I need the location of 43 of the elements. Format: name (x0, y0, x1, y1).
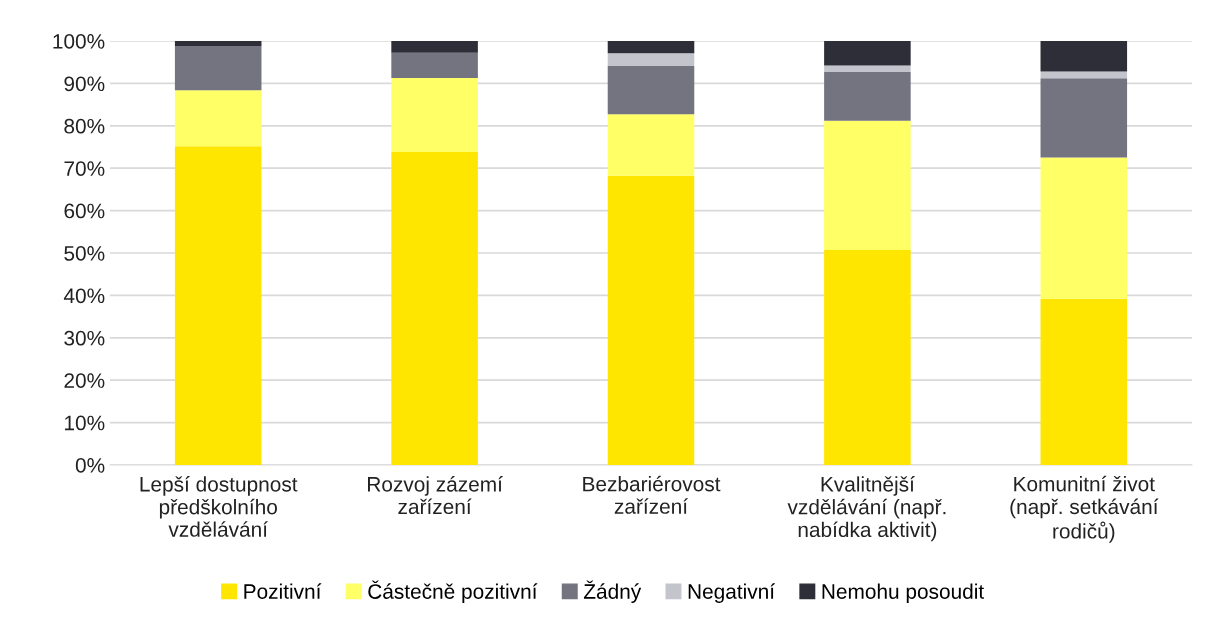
bar (824, 250, 911, 465)
bar (824, 71, 911, 121)
x-tick-label: Rozvoj zázemí zařízení (368, 476, 503, 515)
y-tick-label: 20% (64, 373, 105, 388)
bar (174, 90, 262, 147)
legend-label: Nemohu posoudit (822, 583, 985, 603)
bar (391, 77, 478, 153)
bar (824, 65, 911, 72)
bar (1040, 41, 1128, 72)
bar (607, 175, 695, 465)
x-tick-label: Kvalitnější vzdělávání (např. nabídka aktivit) (787, 476, 946, 542)
legend-label: Negativní (688, 583, 775, 603)
y-tick-label: 50% (64, 246, 105, 261)
y-tick-label: 40% (63, 288, 105, 304)
bar (174, 46, 262, 91)
bar (607, 114, 695, 176)
y-tick-label: 0% (75, 458, 105, 473)
bar (391, 152, 478, 465)
x-tick-label: Bezbariérovost zařízení (583, 475, 721, 514)
y-tick-label: 80% (64, 118, 105, 134)
y-tick-label: 70% (64, 161, 105, 176)
bar (607, 66, 695, 115)
legend-label: Žádný (583, 580, 642, 603)
bar (1040, 157, 1128, 299)
y-tick-label: 90% (64, 76, 105, 92)
legend-label: Částečně pozitivní (368, 580, 538, 603)
y-tick-label: 100% (53, 34, 105, 49)
bar (607, 41, 695, 54)
bar (391, 41, 478, 53)
bar (1040, 78, 1128, 158)
bar (607, 53, 695, 67)
bar (824, 41, 911, 66)
bar (1040, 298, 1128, 465)
y-tick-label: 30% (64, 330, 105, 346)
bar (824, 120, 911, 251)
x-tick-label: Komunitní život (např. setkávání rodičů) (1010, 475, 1159, 543)
y-tick-label: 60% (64, 203, 105, 219)
x-tick-label: Lepší dostupnost předškolního vzdělávání (140, 476, 298, 537)
legend-label: Pozitivní (244, 583, 322, 599)
y-tick-label: 10% (65, 415, 105, 431)
bar (174, 146, 262, 465)
bar (391, 52, 478, 78)
bar (174, 41, 262, 47)
